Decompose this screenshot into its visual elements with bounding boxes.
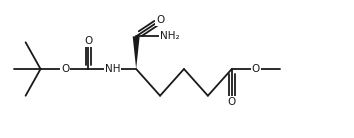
Text: O: O (252, 64, 260, 74)
Polygon shape (133, 36, 139, 69)
Text: NH: NH (104, 64, 120, 74)
Text: O: O (156, 15, 164, 26)
Text: NH₂: NH₂ (160, 31, 180, 41)
Text: O: O (61, 64, 70, 74)
Text: O: O (84, 36, 92, 46)
Text: O: O (228, 97, 236, 107)
